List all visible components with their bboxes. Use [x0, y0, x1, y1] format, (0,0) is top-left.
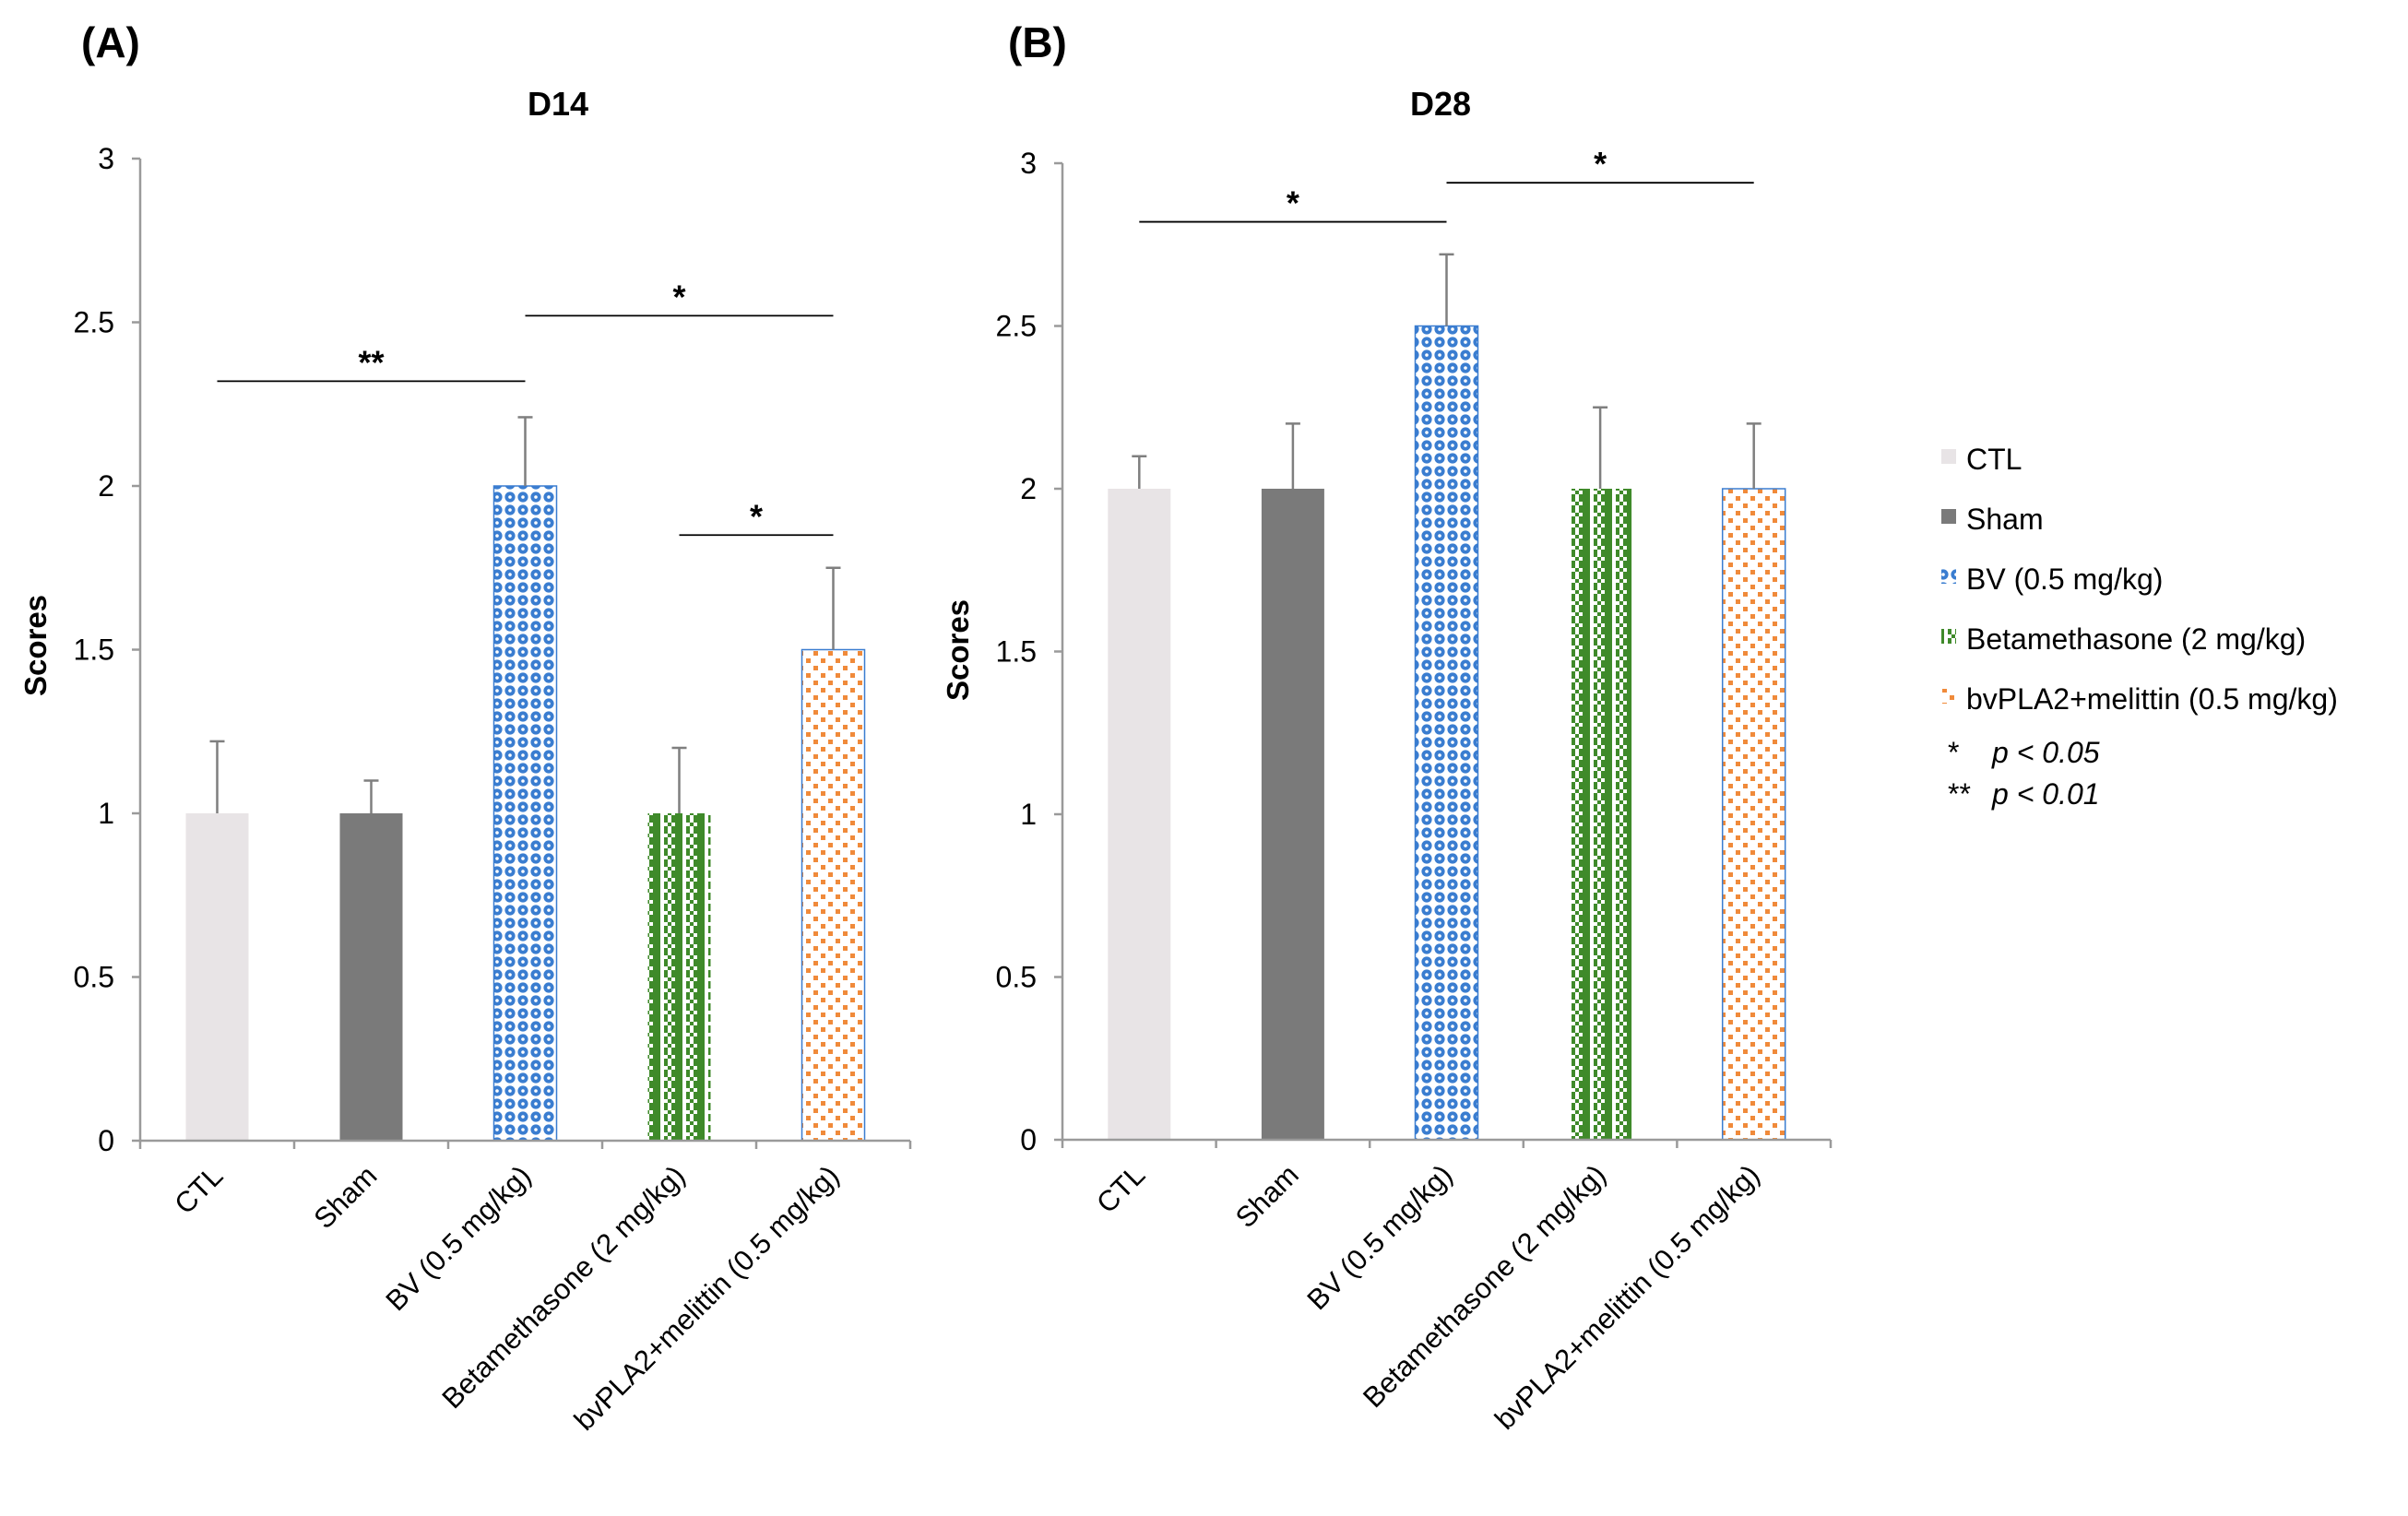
- bar: [185, 813, 249, 1141]
- x-tick-label: BV (0.5 mg/kg): [380, 1159, 538, 1317]
- legend-label: Betamethasone (2 mg/kg): [1966, 622, 2306, 656]
- significance-star: *: [672, 278, 685, 315]
- bar: [801, 648, 866, 1142]
- legend-note-text: p < 0.01: [1991, 777, 2100, 811]
- chart-title: D28: [1410, 85, 1471, 123]
- y-axis: 0 0.5 1 1.5 2 2.5 3: [996, 147, 1062, 1156]
- significance-star: *: [1594, 145, 1607, 183]
- legend-swatch: [1941, 689, 1956, 704]
- chart-title: D14: [528, 85, 588, 123]
- x-tick-label: bvPLA2+melittin (0.5 mg/kg): [1489, 1158, 1766, 1436]
- legend: CTL Sham BV (0.5 mg/kg) Betamethasone (2 mg…: [1941, 443, 2338, 811]
- significance-star: **: [358, 343, 384, 381]
- legend-swatch: [1941, 569, 1956, 584]
- x-tick-label: Betamethasone (2 mg/kg): [435, 1159, 691, 1415]
- bar: [492, 485, 558, 1142]
- x-tick-label: Betamethasone (2 mg/kg): [1357, 1158, 1612, 1414]
- panel-label: (A): [81, 18, 140, 66]
- legend-swatch: [1941, 629, 1956, 644]
- y-tick-label: 1: [1020, 798, 1037, 831]
- panel-a: (A) D14 Scores 00.511.522.53 **** CTL Sha…: [18, 18, 912, 1437]
- error-bars: [209, 416, 841, 813]
- bars: [1108, 325, 1786, 1141]
- bar: [1569, 489, 1632, 1140]
- y-tick-label: 1: [98, 797, 114, 830]
- significance-markers: **: [1139, 145, 1754, 223]
- bar: [647, 813, 711, 1141]
- y-axis-label: Scores: [941, 599, 975, 701]
- bar: [1261, 489, 1324, 1140]
- y-tick-label: 0: [98, 1124, 114, 1157]
- y-tick-label: 0.5: [74, 961, 114, 994]
- legend-note-stars: **: [1948, 777, 1971, 811]
- x-tick-label: CTL: [168, 1159, 229, 1220]
- y-tick-label: 3: [98, 142, 114, 175]
- panel-label: (B): [1008, 18, 1067, 66]
- legend-label: bvPLA2+melittin (0.5 mg/kg): [1966, 682, 2338, 716]
- y-tick-label: 2.5: [74, 306, 114, 339]
- error-bars: [1132, 253, 1762, 489]
- legend-label: BV (0.5 mg/kg): [1966, 563, 2163, 596]
- bar: [1721, 488, 1786, 1141]
- y-tick-label: 0.5: [996, 961, 1037, 994]
- bar: [1108, 489, 1171, 1140]
- significance-star: *: [1287, 184, 1299, 222]
- significance-star: *: [750, 497, 763, 535]
- x-tick-label: BV (0.5 mg/kg): [1301, 1158, 1459, 1316]
- x-tick-label: CTL: [1090, 1158, 1151, 1219]
- legend-note-stars: *: [1948, 736, 1959, 769]
- legend-label: CTL: [1966, 443, 2022, 476]
- y-tick-label: 1.5: [74, 634, 114, 667]
- y-tick-label: 1.5: [996, 635, 1037, 669]
- significance-markers: ****: [217, 278, 834, 537]
- legend-note-text: p < 0.05: [1991, 736, 2100, 769]
- x-tick-label: Sham: [1229, 1158, 1305, 1234]
- y-axis: 0 0.5 1 1.5 2 2.5 3: [74, 142, 140, 1157]
- x-tick-label: bvPLA2+melittin (0.5 mg/kg): [568, 1159, 846, 1437]
- y-tick-label: 2: [98, 469, 114, 503]
- y-tick-label: 2.5: [996, 310, 1037, 343]
- x-tick-label: Sham: [307, 1159, 383, 1235]
- bar: [339, 813, 403, 1141]
- legend-label: Sham: [1966, 503, 2044, 536]
- legend-swatch: [1941, 509, 1956, 524]
- bars: [185, 485, 866, 1142]
- y-tick-label: 2: [1020, 472, 1037, 505]
- panel-b: (B) D28 Scores 00.511.522.53 ** CTL ShamB…: [941, 18, 1833, 1436]
- y-tick-label: 3: [1020, 147, 1037, 180]
- bar: [1414, 325, 1479, 1141]
- y-tick-label: 0: [1020, 1123, 1037, 1156]
- legend-swatch: [1941, 449, 1956, 464]
- y-axis-label: Scores: [18, 595, 53, 696]
